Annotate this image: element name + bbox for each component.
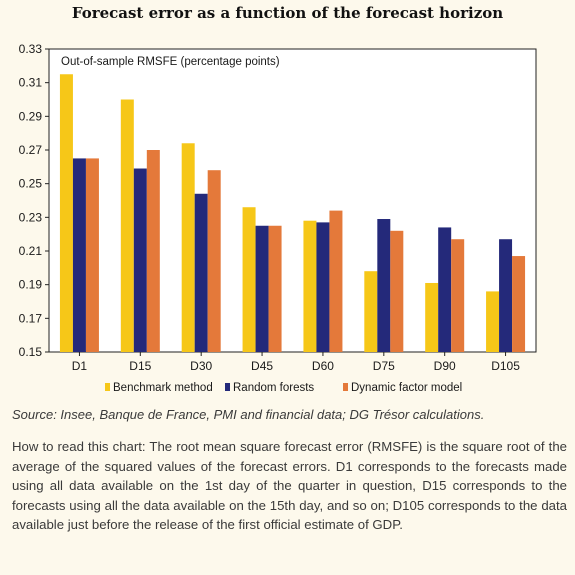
bar-d45-series-1 [255,225,269,352]
y-tick-label: 0.15 [19,345,43,359]
y-tick-label: 0.23 [19,210,43,224]
bar-chart: 0.15 0.17 0.19 0.21 0.23 0.25 0.27 0.29 0.31 0.33… [19,42,537,394]
bar-d105-series-2 [512,256,526,352]
y-tick-label: 0.17 [19,311,43,325]
bar-d60-series-2 [329,210,343,352]
bar-d30-series-2 [207,170,221,352]
y-tick-label: 0.19 [19,278,43,292]
bar-d60-series-0 [303,220,317,352]
x-tick-label: D75 [373,359,395,373]
bar-d15-series-2 [146,150,160,352]
bar-d1-series-0 [59,74,73,352]
legend-swatch-1 [225,383,230,391]
x-tick-label: D30 [190,359,212,373]
y-tick-label: 0.33 [19,42,43,56]
legend-swatch-2 [343,383,348,391]
x-tick-label: D60 [312,359,334,373]
y-tick-label: 0.31 [19,76,43,90]
bar-d30-series-1 [194,193,208,352]
legend-swatch-0 [105,383,110,391]
chart-area: 0.15 0.17 0.19 0.21 0.23 0.25 0.27 0.29 0.31 0.33… [0,28,575,400]
bar-d75-series-0 [364,271,378,352]
chart-title: Forecast error as a function of the fore… [71,4,504,22]
x-tick-label: D90 [434,359,456,373]
legend-label-0: Benchmark method [113,382,213,394]
bar-d45-series-2 [268,225,282,352]
bar-d105-series-0 [486,291,500,352]
y-tick-label: 0.29 [19,109,43,123]
bar-d90-series-2 [451,239,465,352]
bar-d60-series-1 [316,222,330,352]
x-tick-label: D105 [491,359,520,373]
bar-d105-series-1 [499,239,513,352]
how-to-read-text: How to read this chart: The root mean sq… [12,439,567,533]
legend-label-2: Dynamic factor model [351,382,462,394]
bar-d75-series-1 [377,219,391,352]
bar-d45-series-0 [242,207,256,352]
legend-label-1: Random forests [233,382,314,394]
bar-d15-series-1 [133,168,147,352]
bar-d30-series-0 [181,143,195,352]
y-tick-label: 0.21 [19,244,43,258]
bar-d90-series-0 [425,282,439,352]
y-axis-label: Out-of-sample RMSFE (percentage points) [61,56,280,68]
y-tick-label: 0.27 [19,143,43,157]
source-note: Source: Insee, Banque de France, PMI and… [12,407,485,422]
bar-d1-series-2 [85,158,99,352]
bar-d1-series-1 [72,158,86,352]
bar-d90-series-1 [438,227,452,352]
bar-d75-series-2 [390,230,404,352]
x-tick-label: D1 [72,359,88,373]
y-tick-label: 0.25 [19,177,43,191]
x-tick-label: D15 [129,359,151,373]
bar-d15-series-0 [120,99,134,352]
x-tick-label: D45 [251,359,273,373]
